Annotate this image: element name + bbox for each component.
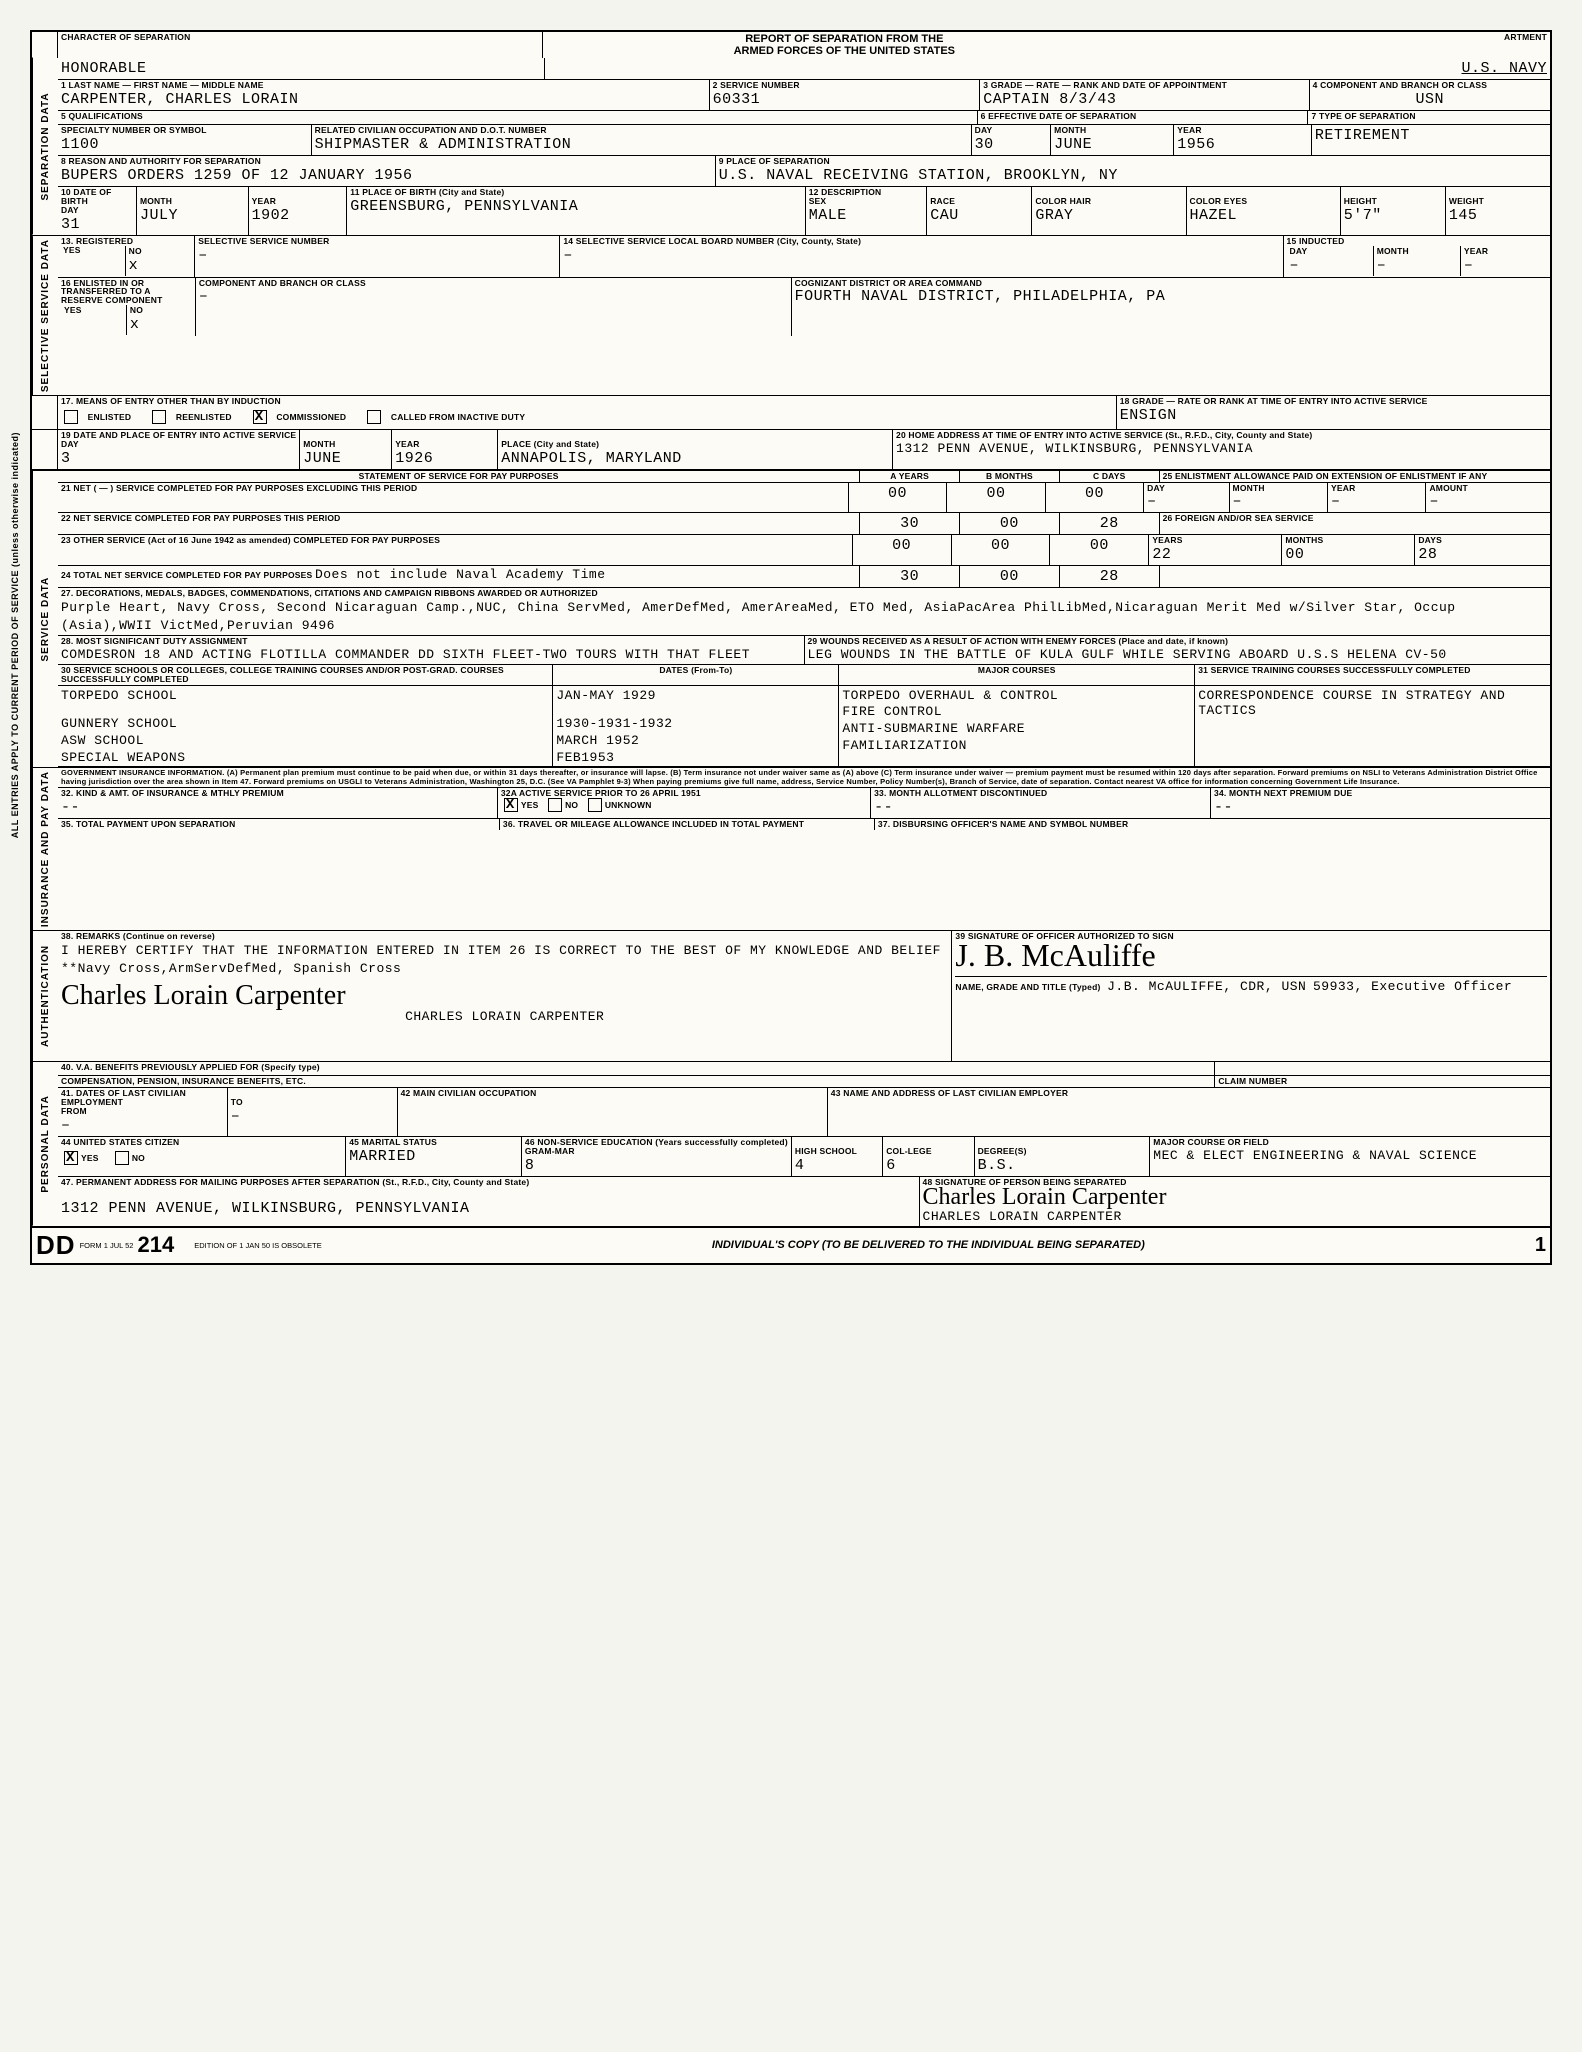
perm-addr: 1312 PENN AVENUE, WILKINSBURG, PENNSYLVA… [61,1199,916,1218]
civ-label: RELATED CIVILIAN OCCUPATION AND D.O.T. N… [315,126,968,135]
name-val: CARPENTER, CHARLES LORAIN [61,90,706,109]
svc-label: 2 SERVICE NUMBER [713,81,977,90]
auth-side: AUTHENTICATION [32,931,58,1061]
sep-sig-script: Charles Lorain Carpenter [923,1187,1547,1209]
entry-home: 1312 PENN AVENUE, WILKINSBURG, PENNSYLVA… [896,440,1547,457]
spec-label: SPECIALTY NUMBER OR SYMBOL [61,126,308,135]
sig-print: CHARLES LORAIN CARPENTER [61,1008,948,1025]
dept-label: ARTMENT [1149,33,1547,42]
eff-label: 6 EFFECTIVE DATE OF SEPARATION [981,112,1305,121]
dept-block: ARTMENT [1146,32,1550,58]
spec-val: 1100 [61,135,308,154]
title-1: REPORT OF SEPARATION FROM THE [745,33,943,45]
place-label: 9 PLACE OF SEPARATION [719,157,1547,166]
major: MEC & ELECT ENGINEERING & NAVAL SCIENCE [1153,1147,1547,1164]
name-label: 1 LAST NAME — FIRST NAME — MIDDLE NAME [61,81,706,90]
side-note: ALL ENTRIES APPLY TO CURRENT PERIOD OF S… [10,432,28,838]
copy-note: INDIVIDUAL'S COPY (TO BE DELIVERED TO TH… [322,1239,1535,1251]
dept-val: U.S. NAVY [548,59,1547,78]
eff-year: 1956 [1177,135,1308,154]
wounds: LEG WOUNDS IN THE BATTLE OF KULA GULF WH… [808,646,1548,663]
svc-side: SERVICE DATA [32,471,58,768]
sep-side: SEPARATION DATA [32,58,58,235]
ins-text: GOVERNMENT INSURANCE INFORMATION. (A) Pe… [61,769,1547,786]
eff-mon: JUNE [1054,135,1170,154]
qual-label: 5 QUALIFICATIONS [61,112,974,121]
place-val: U.S. NAVAL RECEIVING STATION, BROOKLYN, … [719,166,1547,185]
civ-val: SHIPMASTER & ADMINISTRATION [315,135,968,154]
sep-side-spacer [32,32,58,58]
grade18: ENSIGN [1120,406,1547,425]
dob-day: 31 [61,215,133,234]
race: CAU [930,206,1028,225]
title-block: REPORT OF SEPARATION FROM THE ARMED FORC… [543,32,1146,58]
off-script: J. B. McAuliffe [955,941,1547,970]
pers-side: PERSONAL DATA [32,1062,58,1226]
comp-label: 4 COMPONENT AND BRANCH OR CLASS [1313,81,1547,90]
cog-val: FOURTH NAVAL DISTRICT, PHILADELPHIA, PA [795,287,1547,306]
marital: MARRIED [349,1147,518,1166]
reenlisted-check [152,410,166,424]
grade-val: CAPTAIN 8/3/43 [983,90,1305,109]
char-label: CHARACTER OF SEPARATION [61,33,539,42]
sig-script: Charles Lorain Carpenter [61,983,948,1008]
sex: MALE [809,206,924,225]
off-title: 59933, Executive Officer [1313,978,1512,994]
reason-val: BUPERS ORDERS 1259 OF 12 JANUARY 1956 [61,166,712,185]
ins-side: INSURANCE AND PAY DATA [32,768,58,930]
courses-31: CORRESPONDENCE COURSE IN STRATEGY AND TA… [1198,687,1547,719]
citizen-no [115,1151,129,1165]
off-name: J.B. McAULIFFE, CDR, USN [1107,978,1306,994]
dd-logo: DD [36,1230,76,1261]
duty: COMDESRON 18 AND ACTING FLOTILLA COMMAND… [61,646,801,663]
height: 5'7" [1344,206,1442,225]
citizen-yes [64,1151,78,1165]
grade-label: 3 GRADE — RATE — RANK AND DATE OF APPOIN… [983,81,1305,90]
hair: GRAY [1035,206,1182,225]
dob-mon: JULY [140,206,245,225]
eff-day: 30 [975,135,1048,154]
pob-val: GREENSBURG, PENNSYLVANIA [350,197,801,216]
type-label: 7 TYPE OF SEPARATION [1311,112,1547,121]
dob-year: 1902 [252,206,344,225]
sel-side: SELECTIVE SERVICE DATA [32,236,58,395]
sep-sig-print: CHARLES LORAIN CARPENTER [923,1208,1547,1225]
remarks: I HEREBY CERTIFY THAT THE INFORMATION EN… [61,941,948,978]
form-214: 214 [137,1232,174,1258]
type-val: RETIREMENT [1315,126,1547,145]
char-sep: CHARACTER OF SEPARATION [58,32,543,58]
commissioned-check [253,410,267,424]
eyes: HAZEL [1190,206,1337,225]
called-check [367,410,381,424]
decorations: Purple Heart, Navy Cross, Second Nicarag… [61,598,1547,634]
dd214-form: ALL ENTRIES APPLY TO CURRENT PERIOD OF S… [30,30,1552,1265]
reason-label: 8 REASON AND AUTHORITY FOR SEPARATION [61,157,712,166]
svc-val: 60331 [713,90,977,109]
char-val: HONORABLE [61,59,541,78]
weight: 145 [1449,206,1547,225]
comp-val: USN [1313,90,1547,109]
pob-label: 11 PLACE OF BIRTH (City and State) [350,188,801,197]
enlisted-check [64,410,78,424]
page-num: 1 [1535,1234,1546,1257]
title-2: ARMED FORCES OF THE UNITED STATES [734,45,955,57]
entry-place: ANNAPOLIS, MARYLAND [501,449,889,468]
